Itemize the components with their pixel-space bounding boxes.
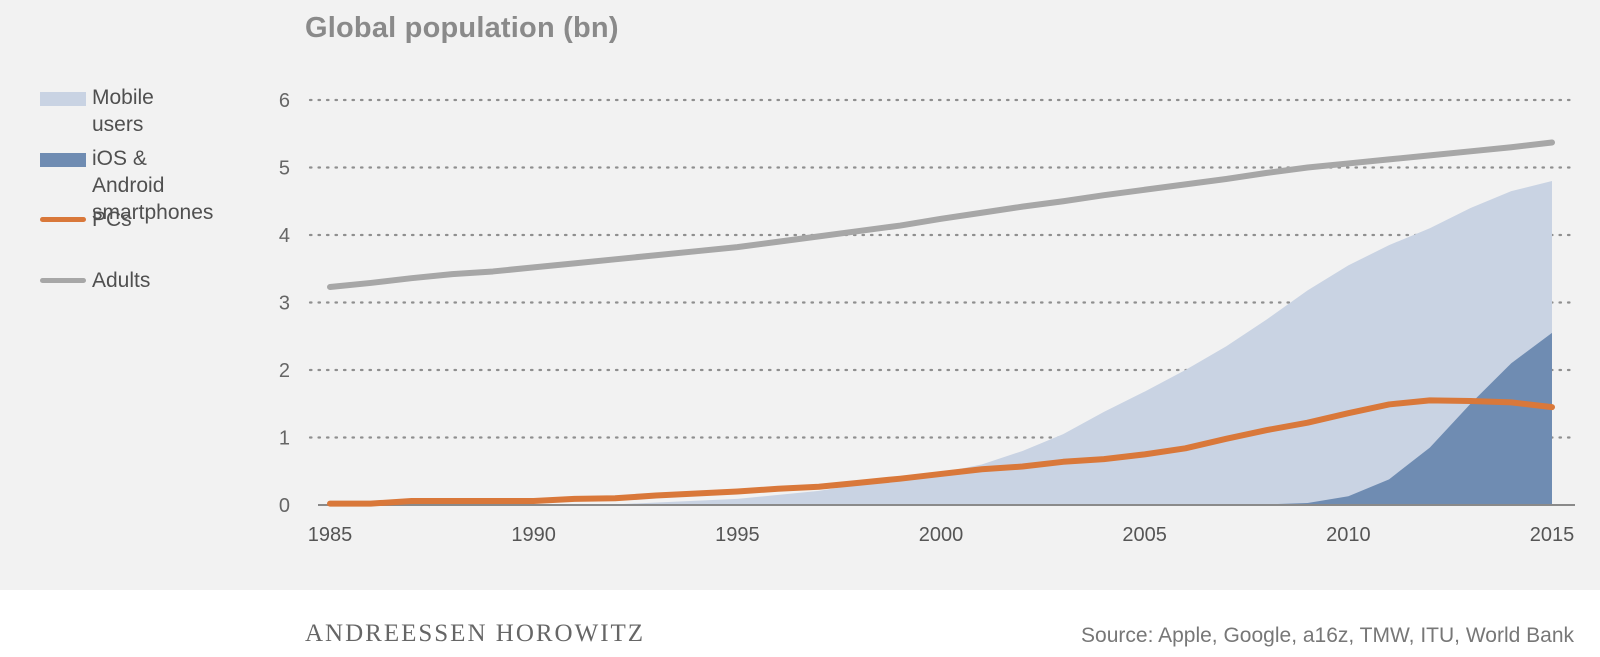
legend-item-mobile-users: Mobile users — [40, 84, 154, 138]
legend-swatch-adults — [40, 278, 86, 283]
footer-source: Source: Apple, Google, a16z, TMW, ITU, W… — [1081, 624, 1574, 647]
x-tick-label-2010: 2010 — [1326, 524, 1371, 546]
legend-swatch-smartphones — [40, 153, 86, 167]
legend-label-pcs: PCs — [92, 208, 132, 231]
line-adults — [327, 139, 1555, 290]
legend-item-pcs: PCs — [40, 206, 132, 233]
legend-label-smartphones-line2: smartphones — [92, 201, 214, 224]
line-pcs — [327, 397, 1555, 507]
legend-label-smartphones: iOS & Android smartphones — [92, 145, 213, 226]
legend-item-adults: Adults — [40, 267, 150, 294]
footer-logo: ANDREESSEN HOROWITZ — [305, 620, 646, 647]
x-tick-label-2000: 2000 — [919, 524, 964, 546]
legend-label-mobile-users: Mobile users — [92, 86, 154, 136]
chart-title: Global population (bn) — [305, 12, 619, 44]
legend-swatch-pcs — [40, 217, 86, 222]
legend-item-smartphones: iOS & Android smartphones — [40, 145, 213, 226]
x-tick-label-1990: 1990 — [511, 524, 556, 546]
x-tick-label-1995: 1995 — [715, 524, 760, 546]
legend-swatch-mobile-users — [40, 92, 86, 106]
chart-plot: 0 1 2 3 4 5 6 1985 1990 1995 2000 2005 2010 2015 — [279, 90, 1575, 546]
x-tick-label-1985: 1985 — [308, 524, 353, 546]
area-mobile-users — [330, 181, 1552, 505]
y-tick-label-3: 3 — [279, 293, 290, 315]
legend-label-adults: Adults — [92, 269, 151, 292]
y-tick-label-4: 4 — [279, 225, 290, 247]
area-ios-android-smartphones — [1226, 332, 1552, 505]
y-tick-label-6: 6 — [279, 90, 290, 112]
legend-label-smartphones-line1: iOS & Android — [92, 147, 165, 197]
y-tick-label-0: 0 — [279, 495, 290, 517]
x-tick-label-2005: 2005 — [1122, 524, 1167, 546]
y-tick-label-1: 1 — [279, 428, 290, 450]
y-tick-label-2: 2 — [279, 360, 290, 382]
x-tick-label-2015: 2015 — [1530, 524, 1575, 546]
y-tick-label-5: 5 — [279, 158, 290, 180]
